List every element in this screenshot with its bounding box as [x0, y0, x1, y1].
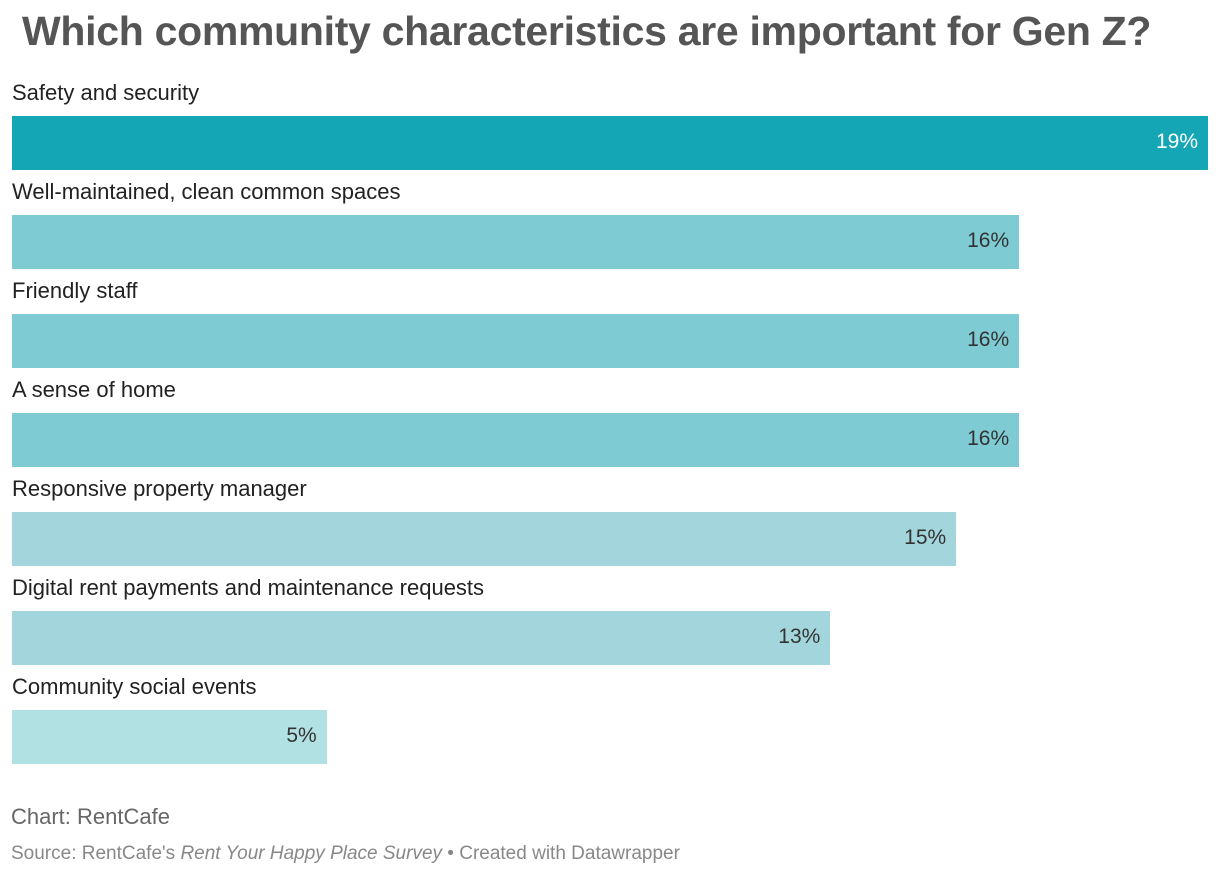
chart-notes: Chart: RentCafe [11, 804, 170, 829]
bar [12, 314, 1020, 368]
bar [12, 116, 1208, 170]
bar [12, 710, 327, 764]
category-label: Responsive property manager [12, 476, 307, 501]
bar [12, 611, 831, 665]
value-label: 13% [778, 625, 821, 648]
value-label: 16% [967, 427, 1010, 450]
value-label: 19% [1155, 130, 1198, 153]
value-label: 15% [904, 526, 947, 549]
value-label: 5% [286, 724, 317, 747]
value-label: 16% [967, 229, 1010, 252]
bar [12, 413, 1020, 467]
category-label: Well-maintained, clean common spaces [12, 179, 401, 204]
chart-source: Source: RentCafe's Rent Your Happy Place… [11, 843, 680, 865]
category-label: Digital rent payments and maintenance re… [12, 575, 485, 600]
category-label: Safety and security [12, 80, 200, 105]
category-label: Community social events [12, 674, 257, 699]
source-title: Rent Your Happy Place Survey [180, 843, 443, 864]
source-prefix: Source: RentCafe's [11, 843, 181, 864]
chart-title: Which community characteristics are impo… [22, 8, 1152, 54]
bar [12, 512, 957, 566]
source-suffix: • Created with Datawrapper [442, 843, 680, 864]
bar [12, 215, 1020, 269]
value-label: 16% [967, 328, 1010, 351]
category-label: A sense of home [12, 377, 176, 402]
category-label: Friendly staff [12, 278, 138, 303]
